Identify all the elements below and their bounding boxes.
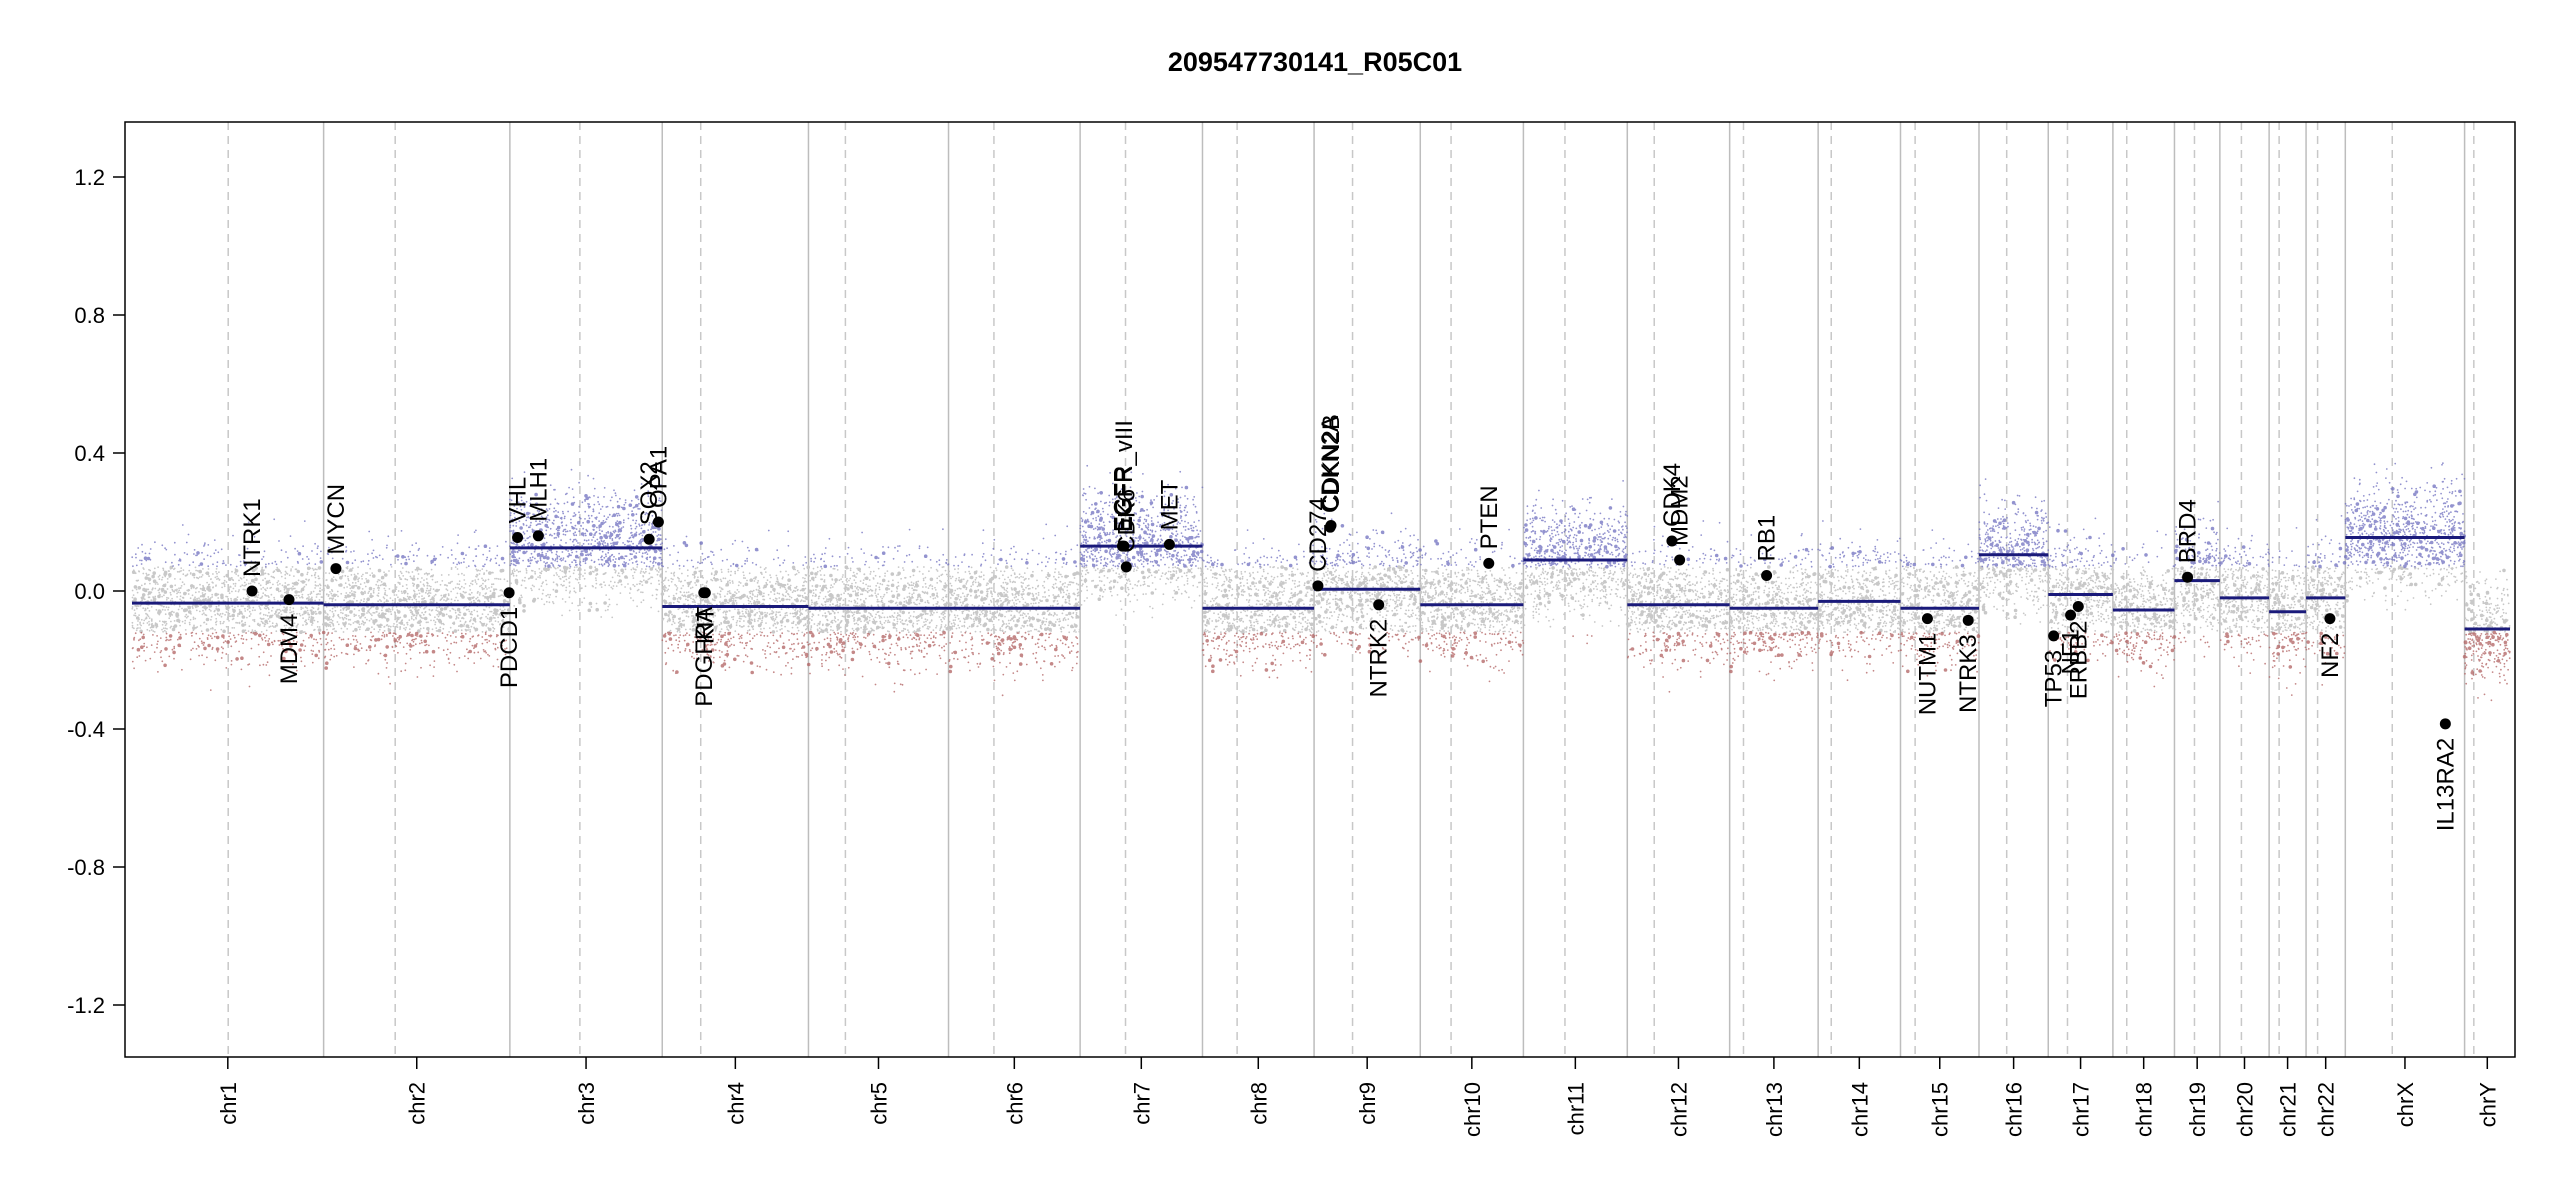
gene-point-NUTM1 bbox=[1921, 613, 1933, 625]
probe-points-loss bbox=[131, 630, 2511, 702]
gene-point-MLH1 bbox=[532, 530, 544, 542]
gene-point-VHL bbox=[512, 532, 524, 544]
gene-label-EGFR_vIII: EGFR_vIII bbox=[1111, 420, 1138, 532]
gene-point-EGFR_vIII bbox=[1118, 540, 1130, 552]
gene-label-SOX2: SOX2 bbox=[636, 461, 663, 525]
probe-points-gain bbox=[131, 462, 2466, 569]
gene-label-CDKN2A: CDKN2A bbox=[1317, 416, 1344, 513]
gene-label-MET: MET bbox=[1156, 479, 1183, 530]
y-tick-label: -0.4 bbox=[67, 717, 105, 742]
gene-label-ERBB2: ERBB2 bbox=[2065, 621, 2092, 700]
gene-label-NF2: NF2 bbox=[2317, 633, 2344, 678]
gene-point-ERBB2 bbox=[2072, 601, 2084, 613]
gene-label-NUTM1: NUTM1 bbox=[1914, 633, 1941, 716]
gene-point-IL13RA2 bbox=[2439, 718, 2451, 730]
gene-label-NTRK2: NTRK2 bbox=[1366, 619, 1393, 698]
y-tick-label: 1.2 bbox=[74, 165, 105, 190]
gene-point-NTRK1 bbox=[246, 585, 258, 597]
gene-point-CDK4 bbox=[1666, 535, 1678, 547]
gene-point-MDM4 bbox=[283, 594, 295, 606]
y-tick-label: 0.8 bbox=[74, 303, 105, 328]
gene-point-NTRK3 bbox=[1962, 614, 1974, 626]
x-tick-label-chr2: chr2 bbox=[405, 1082, 430, 1125]
gene-label-MDM2: MDM2 bbox=[1667, 475, 1694, 546]
gene-point-MET bbox=[1163, 538, 1175, 550]
gene-label-CDK4: CDK4 bbox=[1659, 463, 1686, 527]
probe-points-neutral bbox=[131, 565, 2511, 635]
x-tick-label-chrX: chrX bbox=[2393, 1082, 2418, 1128]
gene-label-CDKN2B: CDKN2B bbox=[1318, 414, 1345, 511]
gene-point-NF1 bbox=[2065, 609, 2077, 621]
x-tick-label-chr7: chr7 bbox=[1129, 1082, 1154, 1125]
gene-label-MDM4: MDM4 bbox=[276, 614, 303, 685]
gene-label-IL13RA2: IL13RA2 bbox=[2432, 738, 2459, 831]
y-tick-label: 0.0 bbox=[74, 579, 105, 604]
y-tick-label: 0.4 bbox=[74, 441, 105, 466]
gene-label-MLH1: MLH1 bbox=[525, 458, 552, 522]
gene-label-BRD4: BRD4 bbox=[2175, 499, 2202, 563]
x-tick-label-chr12: chr12 bbox=[1666, 1082, 1691, 1137]
gene-point-NF2 bbox=[2324, 613, 2336, 625]
gene-point-TP53 bbox=[2048, 630, 2060, 642]
gene-point-OPA1 bbox=[652, 516, 664, 528]
gene-point-CDK6 bbox=[1120, 561, 1132, 573]
x-tick-label-chr6: chr6 bbox=[1002, 1082, 1027, 1125]
gene-label-PDCD1: PDCD1 bbox=[496, 607, 523, 688]
gene-label-CD274: CD274 bbox=[1305, 497, 1332, 572]
gene-point-NTRK2 bbox=[1373, 599, 1385, 611]
gene-point-CD274 bbox=[1312, 580, 1324, 592]
x-tick-label-chr5: chr5 bbox=[866, 1082, 891, 1125]
x-tick-label-chr9: chr9 bbox=[1355, 1082, 1380, 1125]
gene-label-NF1: NF1 bbox=[2058, 629, 2085, 674]
x-tick-label-chr20: chr20 bbox=[2232, 1082, 2257, 1137]
gene-point-MDM2 bbox=[1674, 554, 1686, 566]
gene-point-PDCD1 bbox=[503, 587, 515, 599]
x-tick-label-chr10: chr10 bbox=[1460, 1082, 1485, 1137]
x-tick-label-chr3: chr3 bbox=[574, 1082, 599, 1125]
x-tick-label-chr13: chr13 bbox=[1762, 1082, 1787, 1137]
gene-point-KIT bbox=[699, 587, 711, 599]
gene-label-PDGFRA: PDGFRA bbox=[691, 607, 718, 707]
gene-label-TP53: TP53 bbox=[2041, 650, 2068, 707]
y-axis: -1.2 -0.8 -0.4 0.0 0.4 0.8 1.2 bbox=[67, 165, 125, 1018]
plot-frame bbox=[124, 121, 2516, 1058]
gene-point-SOX2 bbox=[643, 533, 655, 545]
gene-label-KIT: KIT bbox=[692, 606, 719, 644]
gene-point-MYCN bbox=[330, 563, 342, 575]
probe-points bbox=[131, 462, 2511, 702]
chart-title: 209547730141_R05C01 bbox=[1168, 47, 1462, 77]
gene-label-CDK6: CDK6 bbox=[1113, 489, 1140, 553]
x-tick-label-chr14: chr14 bbox=[1847, 1082, 1872, 1137]
gene-point-PTEN bbox=[1483, 557, 1495, 569]
y-tick-label: -0.8 bbox=[67, 855, 105, 880]
x-tick-label-chr19: chr19 bbox=[2185, 1082, 2210, 1137]
gene-point-BRD4 bbox=[2182, 571, 2194, 583]
x-tick-label-chr4: chr4 bbox=[723, 1082, 748, 1125]
x-tick-label-chr18: chr18 bbox=[2132, 1082, 2157, 1137]
gene-label-NTRK3: NTRK3 bbox=[1955, 634, 1982, 713]
gene-label-MYCN: MYCN bbox=[323, 484, 350, 555]
gene-label-EGFR: EGFR bbox=[1109, 465, 1136, 532]
gene-label-PTEN: PTEN bbox=[1476, 485, 1503, 549]
gene-label-NTRK1: NTRK1 bbox=[239, 498, 266, 577]
gene-point-CDKN2B bbox=[1325, 519, 1337, 531]
gene-point-RB1 bbox=[1761, 569, 1773, 581]
x-tick-label-chrY: chrY bbox=[2475, 1082, 2500, 1128]
x-tick-label-chr1: chr1 bbox=[216, 1082, 241, 1125]
y-tick-label: -1.2 bbox=[67, 993, 105, 1018]
x-tick-label-chr11: chr11 bbox=[1563, 1082, 1588, 1135]
x-tick-label-chr17: chr17 bbox=[2069, 1082, 2094, 1137]
x-tick-label-chr15: chr15 bbox=[1928, 1082, 1953, 1137]
gene-label-OPA1: OPA1 bbox=[645, 446, 672, 508]
x-tick-label-chr16: chr16 bbox=[2002, 1082, 2027, 1137]
x-tick-label-chr8: chr8 bbox=[1246, 1082, 1271, 1125]
x-tick-label-chr21: chr21 bbox=[2276, 1082, 2301, 1137]
gene-label-VHL: VHL bbox=[505, 477, 532, 524]
x-axis: chr1 chr2 chr3 chr4 chr5 chr6 chr7 chr8 chr9 chr1… bbox=[216, 1057, 2500, 1137]
gene-label-RB1: RB1 bbox=[1754, 515, 1781, 562]
x-tick-label-chr22: chr22 bbox=[2314, 1082, 2339, 1137]
